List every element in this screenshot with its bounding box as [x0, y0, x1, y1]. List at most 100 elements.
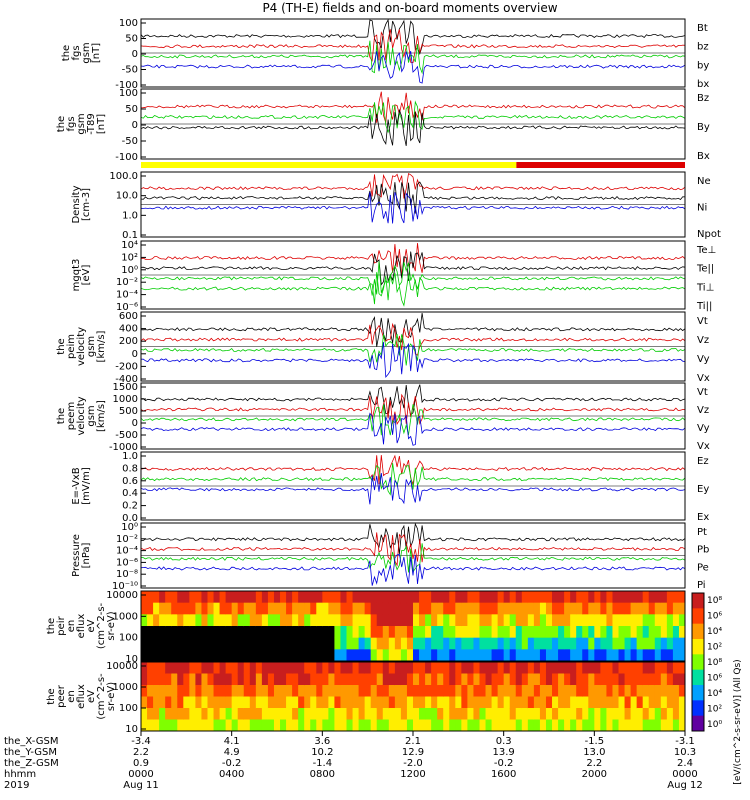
spectrogram-cell [376, 614, 384, 627]
spectrogram-cell [618, 614, 626, 627]
spectrogram-cell [352, 685, 360, 697]
spectrogram-cell [455, 662, 462, 674]
spectrogram-cell [582, 662, 589, 674]
spectrogram-cell [455, 719, 462, 732]
spectrogram-cell [678, 662, 686, 674]
spectrogram-cell [141, 626, 148, 639]
spectrogram-cell [183, 696, 190, 709]
spectrogram-cell [636, 662, 644, 674]
spectrogram-cell [539, 662, 547, 674]
spectrogram-cell [280, 673, 287, 686]
spectrogram-cell [527, 685, 535, 697]
spectrogram-cell [273, 649, 281, 662]
spectrogram-cell [334, 719, 341, 732]
spectrogram-cell [582, 591, 589, 604]
legend-Vx: Vx [697, 373, 710, 384]
spectrogram-cell [243, 637, 251, 650]
spectrogram-cell [304, 685, 311, 697]
spectrogram-cell [237, 637, 245, 650]
spectrogram-cell [376, 649, 384, 662]
spectrogram-cell [165, 685, 172, 697]
spectrogram-cell [612, 614, 620, 627]
colorbar-cell [692, 669, 704, 686]
spectrogram-cell [443, 637, 450, 650]
legend-Ez: Ez [697, 456, 709, 467]
spectrogram-cell [388, 719, 396, 732]
spectrogram-cell [449, 591, 456, 604]
spectrogram-cell [545, 591, 553, 604]
spectrogram-cell [364, 637, 372, 650]
spectrogram-cell [207, 673, 215, 686]
spectrogram-cell [642, 649, 650, 662]
spectrogram-cell [340, 662, 348, 674]
spectrogram-cell [576, 673, 583, 686]
spectrogram-cell [539, 591, 547, 604]
spectrogram-cell [376, 685, 384, 697]
spectrogram-cell [600, 591, 607, 604]
spectrogram-cell [352, 719, 360, 732]
spectrogram-cell [624, 696, 632, 709]
spectrogram-cell [618, 673, 626, 686]
spectrogram-cell [292, 602, 299, 615]
spectrogram-cell [419, 591, 426, 604]
spectrogram-cell [304, 649, 311, 662]
spectrogram-cell [576, 591, 583, 604]
spectrogram-cell [497, 719, 505, 732]
spectrogram-cell [636, 673, 644, 686]
spectrogram-cell [171, 673, 178, 686]
spectrogram-cell [437, 719, 444, 732]
y-label-line: peim [66, 334, 77, 359]
colorbar-tick: 10² [707, 705, 722, 715]
spectrogram-cell [225, 614, 233, 627]
spectrogram-cell [552, 708, 559, 720]
spectrogram-cell [558, 673, 565, 686]
spectrogram-cell [600, 696, 607, 709]
spectrogram-cell [648, 662, 656, 674]
spectrogram-cell [479, 719, 487, 732]
spectrogram-cell [340, 591, 348, 604]
spectrogram-cell [419, 685, 426, 697]
spectrogram-cell [533, 614, 541, 627]
spectrogram-cell [606, 685, 613, 697]
spectrogram-cell [467, 602, 474, 615]
trace-bx [140, 50, 686, 84]
spectrogram-cell [636, 591, 644, 604]
spectrogram-cell [467, 649, 474, 662]
panel-frame [140, 522, 686, 589]
spectrogram-cell [558, 685, 565, 697]
spectrogram-cell [431, 637, 438, 650]
spectrogram-cell [352, 673, 360, 686]
spectrogram-cell [195, 673, 202, 686]
spectrogram-cell [310, 649, 317, 662]
spectrogram-cell [497, 708, 505, 720]
spectrogram-cell [443, 626, 450, 639]
colorbar-cell [692, 685, 704, 701]
spectrogram-cell [141, 662, 148, 674]
spectrogram-cell [600, 614, 607, 627]
spectrogram-cell [642, 626, 650, 639]
spectrogram-cell [666, 662, 674, 674]
y-label-line: velocity [76, 327, 87, 366]
legend-Vt: Vt [697, 387, 708, 398]
spectrogram-cell [388, 614, 396, 627]
spectrogram-cell [666, 614, 674, 627]
trace-Vt [140, 312, 686, 347]
spectrogram-cell [449, 708, 456, 720]
y-tick-label: -500 [115, 430, 138, 441]
spectrogram-cell [141, 591, 148, 604]
spectrogram-cell [419, 708, 426, 720]
spectrogram-cell [316, 685, 323, 697]
spectrogram-cell [231, 614, 239, 627]
spectrogram-cell [273, 719, 281, 732]
spectrogram-cell [515, 708, 523, 720]
spectrogram-cell [437, 626, 444, 639]
y-axis-label: the fgs gsm -T89 [nT] [56, 113, 107, 135]
trace-Pt [140, 522, 686, 555]
spectrogram-cell [334, 649, 341, 662]
spectrogram-cell [576, 708, 583, 720]
spectrogram-cell [322, 649, 329, 662]
spectrogram-cell [280, 614, 287, 627]
spectrogram-cell [292, 591, 299, 604]
spectrogram-cell [425, 591, 432, 604]
legend-Te||: Te|| [696, 264, 714, 275]
